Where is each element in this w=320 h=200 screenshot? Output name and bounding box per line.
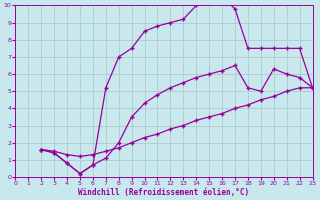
X-axis label: Windchill (Refroidissement éolien,°C): Windchill (Refroidissement éolien,°C) <box>78 188 250 197</box>
